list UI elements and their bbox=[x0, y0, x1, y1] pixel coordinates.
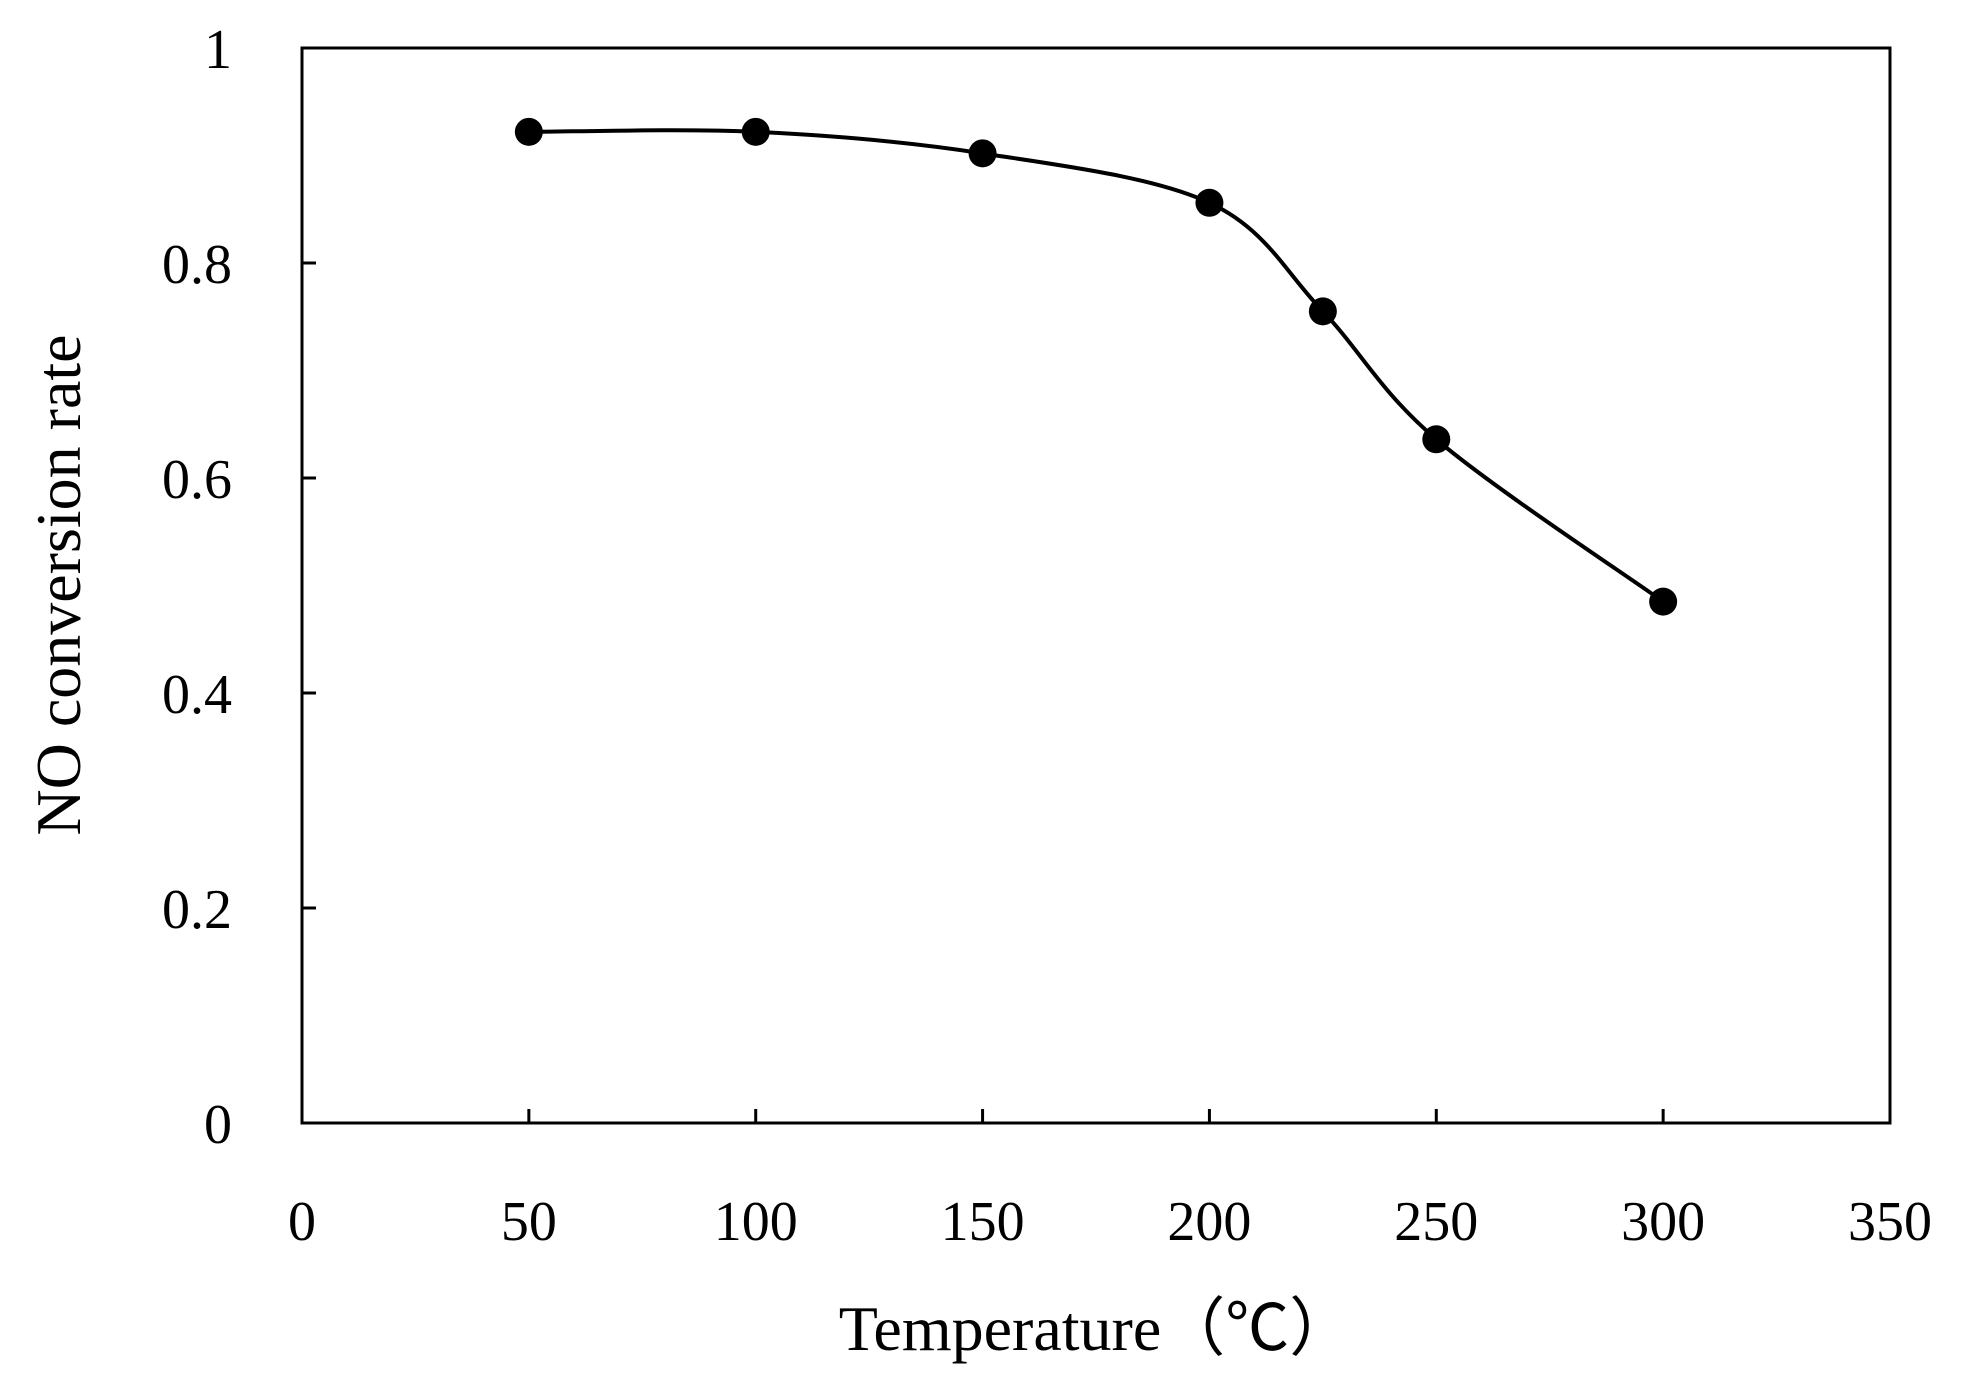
data-point bbox=[968, 139, 997, 168]
y-axis: 0 0.2 0.4 0.6 0.8 1 bbox=[162, 19, 316, 1156]
x-tick-label: 0 bbox=[288, 1191, 316, 1253]
x-axis: 0 50 100 150 200 250 300 350 bbox=[288, 1109, 1932, 1253]
y-tick-label: 0.2 bbox=[162, 879, 232, 941]
y-tick-label: 1 bbox=[204, 19, 232, 81]
x-tick-label: 100 bbox=[714, 1191, 798, 1253]
x-axis-title: Temperature（℃） bbox=[839, 1293, 1353, 1364]
y-tick-label: 0.4 bbox=[162, 664, 232, 726]
x-tick-label: 200 bbox=[1167, 1191, 1251, 1253]
data-point bbox=[741, 117, 770, 146]
series-line bbox=[528, 128, 1665, 604]
data-points bbox=[514, 117, 1678, 616]
data-point bbox=[1422, 425, 1451, 454]
y-tick-label: 0.6 bbox=[162, 449, 232, 511]
plot-frame bbox=[300, 46, 1892, 1125]
y-axis-title: NO conversion rate bbox=[23, 334, 94, 835]
data-point bbox=[1308, 297, 1337, 326]
y-tick-label: 0.8 bbox=[162, 234, 232, 296]
x-tick-label: 250 bbox=[1394, 1191, 1478, 1253]
x-tick-label: 300 bbox=[1621, 1191, 1705, 1253]
x-tick-label: 350 bbox=[1848, 1191, 1932, 1253]
data-point bbox=[1195, 188, 1224, 217]
y-tick-label: 0 bbox=[204, 1094, 232, 1156]
x-tick-label: 50 bbox=[501, 1191, 557, 1253]
x-tick-label: 150 bbox=[941, 1191, 1025, 1253]
data-point bbox=[1649, 587, 1678, 616]
data-point bbox=[514, 117, 543, 146]
